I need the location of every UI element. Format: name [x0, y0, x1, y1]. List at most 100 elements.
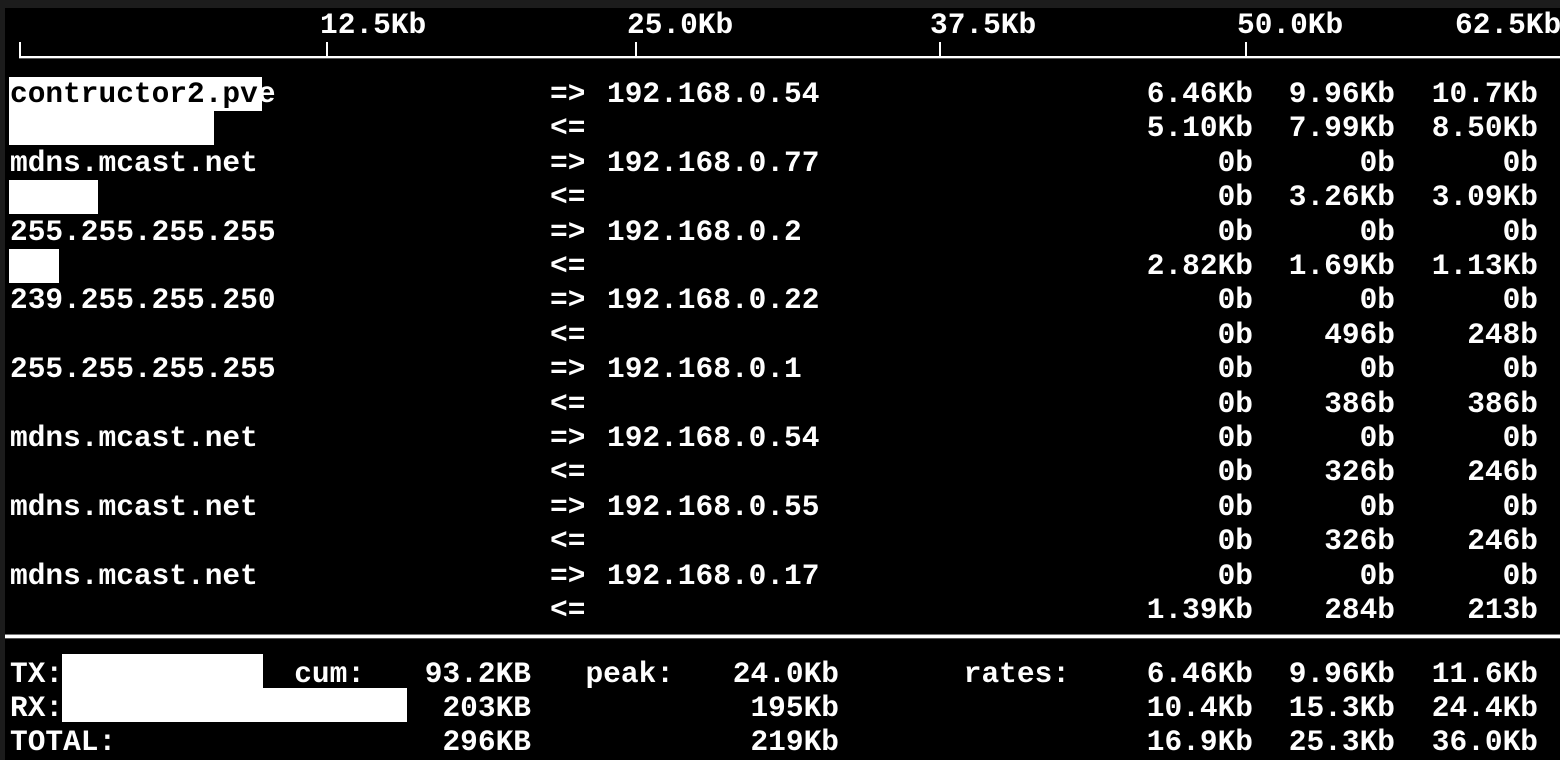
source-host-highlighted: contructor2.pv	[10, 77, 258, 111]
rate-40s: 246b	[1467, 524, 1538, 558]
rate-40s: 386b	[1467, 387, 1538, 421]
direction-arrow: =>	[550, 215, 586, 249]
footer-row-tx: TX: cum: 93.2KB peak: 24.0Kb rates: 6.46…	[0, 657, 1560, 691]
rate-2s: 0b	[1217, 215, 1253, 249]
connection-row: 255.255.255.255 => 192.168.0.1 0b 0b 0b	[0, 352, 1560, 386]
rate-2s: 1.39Kb	[1146, 593, 1253, 627]
direction-arrow: <=	[550, 524, 586, 558]
tx-label: TX:	[10, 657, 64, 691]
rate-40s: 248b	[1467, 318, 1538, 352]
rate-2s: 6.46Kb	[1146, 77, 1253, 111]
source-host: 255.255.255.255	[10, 352, 276, 386]
scale-tick	[19, 42, 21, 58]
connection-row: <= 1.39Kb 284b 213b	[0, 593, 1560, 627]
scale-label: 62.5Kb	[1455, 8, 1560, 42]
rate-10s: 0b	[1359, 559, 1395, 593]
rate-40s: 246b	[1467, 455, 1538, 489]
rate-2s: 0b	[1217, 283, 1253, 317]
rate-2s: 2.82Kb	[1146, 249, 1253, 283]
cum-label: cum:	[294, 657, 365, 691]
connection-table: contructor2.pve => 192.168.0.54 6.46Kb 9…	[0, 77, 1560, 629]
tx-rate-10s: 9.96Kb	[1288, 657, 1395, 691]
direction-arrow: =>	[550, 421, 586, 455]
direction-arrow: =>	[550, 352, 586, 386]
direction-arrow: <=	[550, 111, 586, 145]
connection-row: <= 0b 386b 386b	[0, 387, 1560, 421]
bandwidth-bar	[9, 249, 59, 283]
direction-arrow: =>	[550, 490, 586, 524]
scale-tick	[326, 42, 328, 58]
footer-row-rx: RX: 203KB 195Kb 10.4Kb 15.3Kb 24.4Kb	[0, 691, 1560, 725]
rate-2s: 0b	[1217, 455, 1253, 489]
rx-peak-value: 195Kb	[750, 691, 839, 725]
bandwidth-bar	[9, 111, 214, 145]
direction-arrow: =>	[550, 559, 586, 593]
total-peak-value: 219Kb	[750, 725, 839, 759]
direction-arrow: <=	[550, 180, 586, 214]
tx-peak-value: 24.0Kb	[732, 657, 839, 691]
rate-2s: 0b	[1217, 352, 1253, 386]
rate-10s: 7.99Kb	[1288, 111, 1395, 145]
tx-rate-2s: 6.46Kb	[1146, 657, 1253, 691]
tx-cum-value: 93.2KB	[424, 657, 531, 691]
rx-cum-value: 203KB	[442, 691, 531, 725]
rate-2s: 0b	[1217, 559, 1253, 593]
rx-label: RX:	[10, 691, 64, 725]
connection-row: <= 2.82Kb 1.69Kb 1.13Kb	[0, 249, 1560, 283]
source-host: mdns.mcast.net	[10, 559, 258, 593]
direction-arrow: =>	[550, 77, 586, 111]
rates-label: rates:	[963, 657, 1070, 691]
scale-label: 37.5Kb	[930, 8, 1037, 42]
rate-40s: 0b	[1502, 559, 1538, 593]
rate-2s: 0b	[1217, 490, 1253, 524]
rate-40s: 3.09Kb	[1431, 180, 1538, 214]
rate-10s: 0b	[1359, 490, 1395, 524]
connection-row: mdns.mcast.net => 192.168.0.54 0b 0b 0b	[0, 421, 1560, 455]
connection-row: <= 0b 326b 246b	[0, 524, 1560, 558]
rate-10s: 0b	[1359, 283, 1395, 317]
rate-40s: 10.7Kb	[1431, 77, 1538, 111]
destination-ip: 192.168.0.77	[607, 146, 820, 180]
rate-2s: 0b	[1217, 387, 1253, 421]
connection-row: mdns.mcast.net => 192.168.0.17 0b 0b 0b	[0, 559, 1560, 593]
rate-10s: 386b	[1324, 387, 1395, 421]
rate-10s: 3.26Kb	[1288, 180, 1395, 214]
destination-ip: 192.168.0.54	[607, 421, 820, 455]
rx-rate-40s: 24.4Kb	[1431, 691, 1538, 725]
bandwidth-bar	[9, 77, 262, 111]
rate-2s: 0b	[1217, 421, 1253, 455]
destination-ip: 192.168.0.54	[607, 77, 820, 111]
source-host: mdns.mcast.net	[10, 146, 258, 180]
rate-10s: 0b	[1359, 421, 1395, 455]
direction-arrow: <=	[550, 387, 586, 421]
source-host: mdns.mcast.net	[10, 490, 258, 524]
direction-arrow: <=	[550, 249, 586, 283]
direction-arrow: <=	[550, 593, 586, 627]
direction-arrow: =>	[550, 146, 586, 180]
total-rate-2s: 16.9Kb	[1146, 725, 1253, 759]
rate-40s: 1.13Kb	[1431, 249, 1538, 283]
rate-2s: 0b	[1217, 180, 1253, 214]
rate-40s: 0b	[1502, 146, 1538, 180]
rate-2s: 0b	[1217, 524, 1253, 558]
source-host-tail: e	[257, 77, 276, 111]
rate-40s: 0b	[1502, 352, 1538, 386]
destination-ip: 192.168.0.22	[607, 283, 820, 317]
rate-10s: 496b	[1324, 318, 1395, 352]
scale-tick	[1245, 42, 1247, 58]
redaction-box	[62, 654, 263, 688]
rate-40s: 0b	[1502, 283, 1538, 317]
connection-row: <= 5.10Kb 7.99Kb 8.50Kb	[0, 111, 1560, 145]
scale-label: 50.0Kb	[1237, 8, 1344, 42]
rate-10s: 0b	[1359, 215, 1395, 249]
rate-2s: 5.10Kb	[1146, 111, 1253, 145]
scale-label: 12.5Kb	[320, 8, 427, 42]
rate-40s: 8.50Kb	[1431, 111, 1538, 145]
total-label: TOTAL:	[10, 725, 117, 759]
source-host: 239.255.255.250	[10, 283, 276, 317]
connection-row: 255.255.255.255 => 192.168.0.2 0b 0b 0b	[0, 215, 1560, 249]
destination-ip: 192.168.0.17	[607, 559, 820, 593]
footer-row-total: TOTAL: 296KB 219Kb 16.9Kb 25.3Kb 36.0Kb	[0, 725, 1560, 759]
total-rate-40s: 36.0Kb	[1431, 725, 1538, 759]
